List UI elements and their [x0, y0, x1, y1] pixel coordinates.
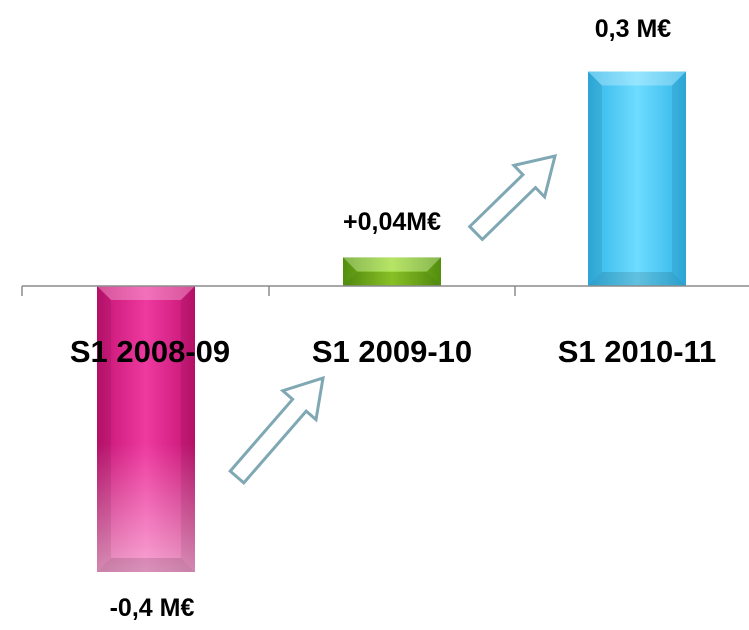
trend-arrow-2-icon	[467, 153, 558, 242]
data-label-s1-2009-10: +0,04M€	[343, 208, 441, 236]
data-label-s1-2010-11: 0,3 M€	[595, 15, 672, 43]
bar-s1-2010-11	[588, 71, 686, 286]
bar-s1-2009-10	[343, 257, 441, 286]
trend-arrow-1-icon	[228, 375, 325, 486]
category-label-s1-2009-10: S1 2009-10	[312, 334, 472, 369]
category-label-s1-2008-09: S1 2008-09	[70, 334, 230, 369]
category-label-s1-2010-11: S1 2010-11	[558, 334, 717, 369]
bar-s1-2008-09	[97, 286, 195, 572]
data-label-s1-2008-09: -0,4 M€	[110, 594, 195, 622]
